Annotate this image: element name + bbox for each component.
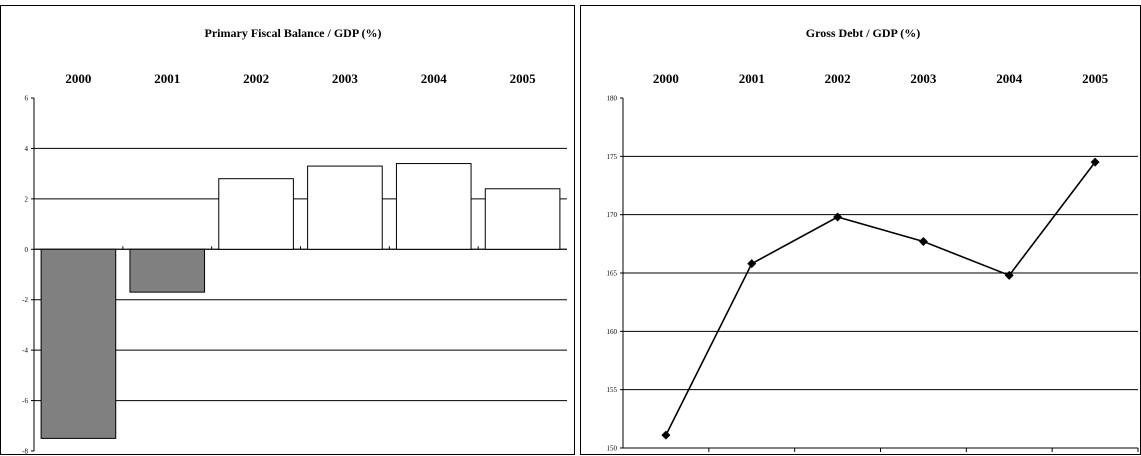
bar [129, 248, 206, 293]
y-tick-label: -2 [22, 296, 28, 304]
y-tick-label: 150 [607, 445, 618, 453]
fiscal-balance-chart-panel: Primary Fiscal Balance / GDP (%) -8 -6 -4 -… [0, 5, 575, 456]
data-point-marker [833, 212, 843, 222]
x-category-label: 2004 [421, 71, 448, 86]
x-category-label: 2002 [243, 71, 269, 86]
data-point-marker [918, 237, 928, 246]
x-category-label: 2005 [1082, 71, 1109, 86]
y-tick-label: 165 [607, 270, 618, 278]
y-tick-label: -8 [22, 448, 28, 456]
data-point-marker [1004, 270, 1014, 280]
y-tick-label: 175 [607, 153, 618, 161]
series-line [665, 161, 1096, 436]
x-category-label: 2002 [825, 71, 851, 86]
data-point-marker [747, 259, 757, 269]
x-category-label: 2004 [996, 71, 1023, 86]
y-tick-label: 160 [607, 328, 618, 336]
y-tick-label: 180 [607, 95, 618, 103]
y-tick-label: -6 [22, 397, 28, 405]
y-tick-label: 2 [25, 195, 29, 203]
bar [395, 163, 472, 250]
y-tick-label: 4 [25, 145, 29, 153]
bar [40, 248, 117, 439]
x-category-label: 2003 [332, 71, 359, 86]
gross-debt-chart-panel: Gross Debt / GDP (%) 150 155 160 165 170 175 1… [580, 5, 1141, 455]
fiscal-balance-chart: Primary Fiscal Balance / GDP (%) -8 -6 -4 -… [22, 26, 567, 456]
bar [307, 165, 383, 250]
x-category-label: 2000 [653, 71, 679, 86]
x-category-label: 2003 [910, 71, 937, 86]
bar [484, 188, 561, 250]
y-tick-label: 6 [25, 95, 29, 103]
x-category-label: 2001 [154, 71, 180, 86]
y-tick-label: 170 [607, 211, 618, 219]
chart-title: Gross Debt / GDP (%) [806, 26, 920, 40]
gross-debt-chart: Gross Debt / GDP (%) 150 155 160 165 170 175 1… [607, 26, 1139, 453]
y-tick-label: 0 [25, 246, 29, 254]
y-tick-label: 155 [607, 386, 618, 394]
x-category-label: 2000 [65, 71, 91, 86]
data-point-marker [661, 430, 671, 440]
x-category-label: 2001 [739, 71, 765, 86]
chart-title: Primary Fiscal Balance / GDP (%) [205, 26, 382, 40]
bar [218, 178, 294, 250]
y-tick-label: -4 [22, 347, 28, 355]
data-point-marker [1090, 157, 1100, 167]
x-category-label: 2005 [510, 71, 537, 86]
